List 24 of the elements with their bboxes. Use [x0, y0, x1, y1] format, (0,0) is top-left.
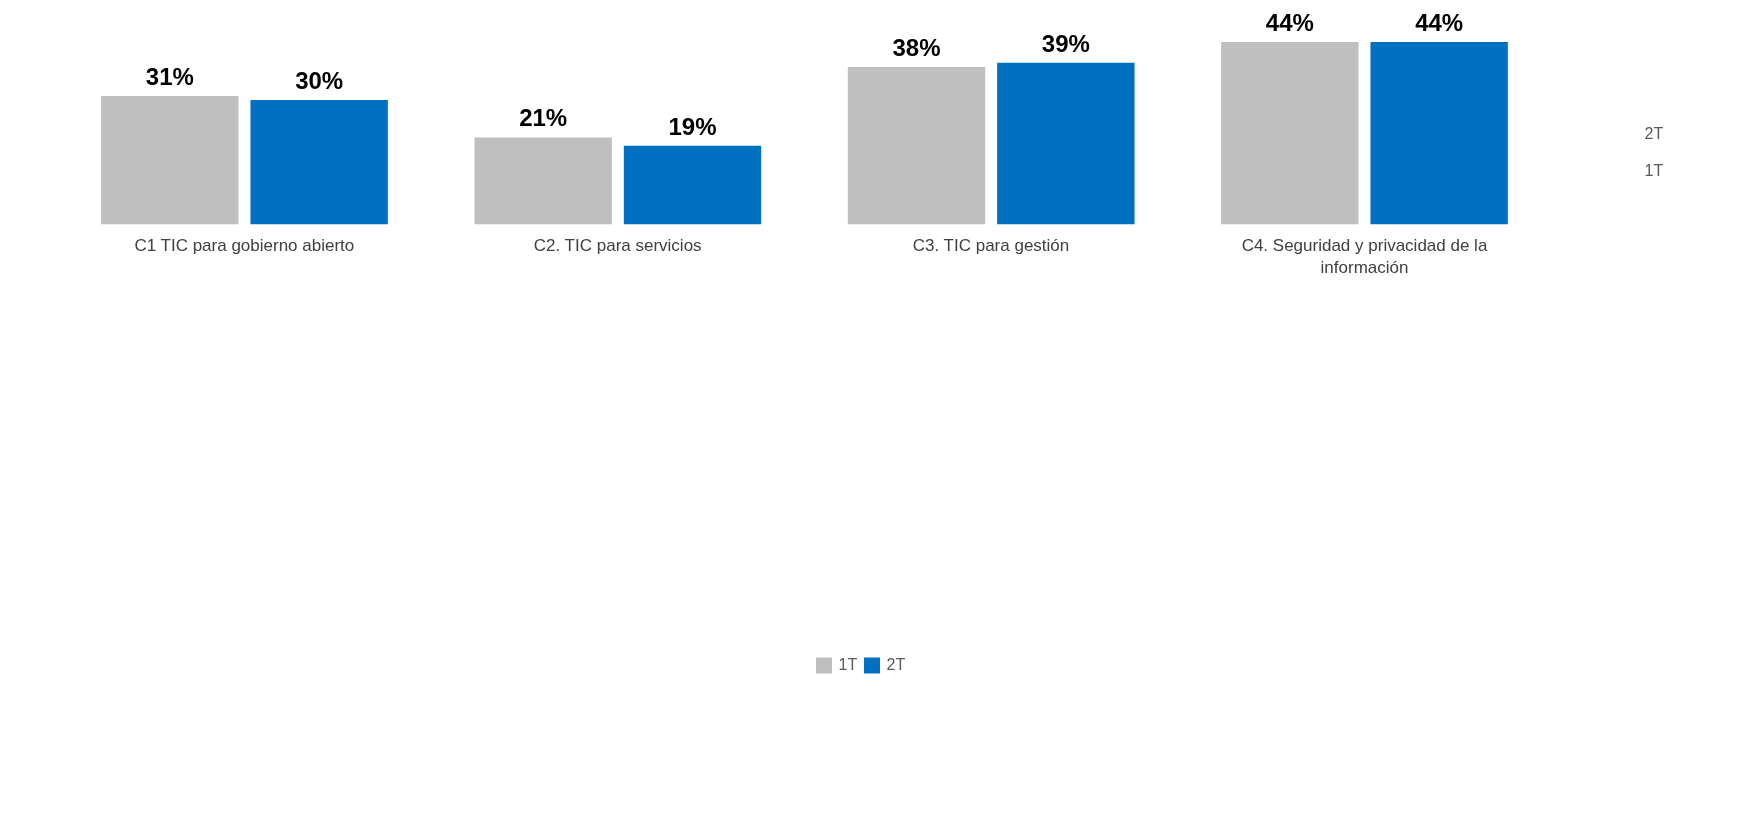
bar — [997, 62, 1135, 225]
bar — [623, 145, 762, 225]
text: 1T — [1644, 161, 1664, 179]
x-tick-label: C4. Seguridad y privacidad de la información — [1241, 235, 1488, 278]
bar — [101, 95, 239, 225]
data-label: 30% — [295, 67, 344, 95]
data-label: 31% — [145, 62, 194, 90]
data-label: 21% — [519, 104, 568, 132]
legend-label: 1T — [838, 656, 859, 674]
data-label: 44% — [1415, 9, 1464, 36]
x-tick-label: C3. TIC para gestión — [912, 235, 1070, 255]
bar — [250, 100, 388, 225]
legend-label: 2T — [886, 656, 907, 674]
text: 2T — [1644, 125, 1664, 143]
data-label: 39% — [1041, 29, 1090, 57]
x-tick-label: C2. TIC para servicios — [533, 235, 702, 255]
data-label: 38% — [892, 33, 941, 61]
data-label: 19% — [668, 112, 717, 140]
bar — [474, 137, 612, 225]
x-tick-label: C1 TIC para gobierno abierto — [134, 235, 355, 255]
bar — [847, 66, 986, 225]
data-label: 44% — [1265, 9, 1314, 36]
bar — [1221, 42, 1359, 225]
bar — [1370, 42, 1508, 225]
